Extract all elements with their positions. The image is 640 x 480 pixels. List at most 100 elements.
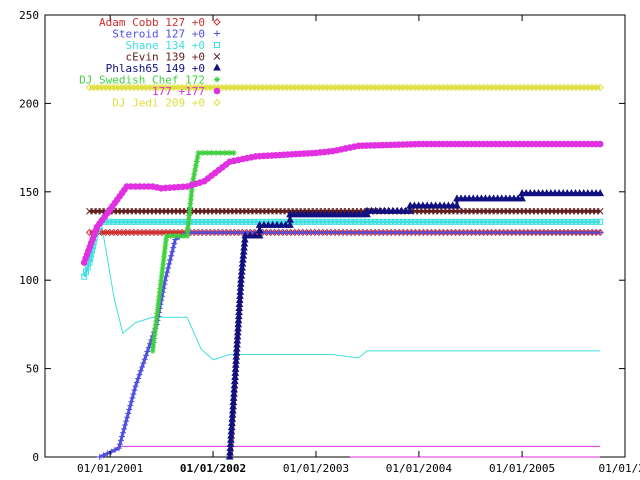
series-4-point bbox=[264, 220, 273, 228]
x-tick-label: 01/01/2003 bbox=[283, 462, 349, 475]
series-5-point bbox=[160, 257, 167, 264]
y-tick-label: 150 bbox=[19, 186, 39, 199]
x-tick-label: 01/01/2002 bbox=[180, 462, 246, 475]
series-5-point bbox=[162, 245, 169, 252]
series-1-point bbox=[144, 348, 151, 355]
series-5-point bbox=[153, 314, 160, 321]
series-2-point bbox=[464, 218, 471, 225]
series-7-point bbox=[596, 83, 604, 92]
x-axis: 01/01/2001 01/01/2002 01/01/2003 01/01/2004… bbox=[77, 15, 640, 475]
series-4-point bbox=[238, 263, 246, 271]
series-5-point bbox=[152, 327, 159, 334]
series-2-point bbox=[303, 218, 310, 225]
series-2-point bbox=[118, 218, 125, 225]
series-4-point bbox=[231, 372, 239, 380]
series-2-point bbox=[460, 218, 467, 225]
series-2-point bbox=[251, 218, 258, 225]
series-5-point bbox=[167, 233, 174, 239]
x-tick-label: 01/01/2004 bbox=[386, 462, 453, 475]
series-2-point bbox=[178, 218, 185, 225]
series-1-point bbox=[165, 265, 172, 272]
series-4-point bbox=[240, 235, 249, 243]
series-1-point bbox=[104, 450, 111, 457]
legend-marker bbox=[214, 30, 220, 37]
series-2-point bbox=[412, 218, 419, 225]
series-1-point bbox=[127, 402, 134, 409]
series-4-point bbox=[227, 431, 235, 439]
legend-label: Shane 134 +0 bbox=[126, 39, 205, 52]
legend-marker bbox=[214, 76, 220, 83]
series-2-point bbox=[166, 218, 173, 225]
series-2-point bbox=[500, 218, 507, 225]
series-2-point bbox=[154, 218, 161, 225]
series-2-point bbox=[569, 218, 576, 225]
series-4-point bbox=[281, 220, 290, 228]
series-2-point bbox=[223, 218, 230, 225]
series-2-point bbox=[367, 218, 374, 225]
series-5-point bbox=[184, 233, 191, 239]
series-4-point bbox=[234, 312, 243, 320]
series-4-point bbox=[229, 393, 238, 401]
series-1-point bbox=[168, 252, 175, 259]
series-1-point bbox=[166, 260, 173, 267]
series-5-point bbox=[185, 216, 192, 223]
series-4-point bbox=[235, 308, 243, 316]
series-5-point bbox=[157, 285, 164, 292]
series-2-point bbox=[456, 218, 463, 225]
series-1-point bbox=[124, 414, 131, 421]
series-4-point bbox=[229, 398, 238, 406]
series-4-point bbox=[234, 320, 243, 328]
series-2-point bbox=[548, 218, 555, 225]
series-4-point bbox=[236, 291, 244, 299]
legend-label: Steroid 127 +0 bbox=[112, 28, 205, 41]
series-2-point bbox=[327, 218, 334, 225]
series-4-point bbox=[239, 247, 248, 255]
series-2-point bbox=[315, 218, 322, 225]
series-4-point bbox=[230, 385, 239, 393]
series-5-point bbox=[154, 306, 161, 313]
series-4-point bbox=[233, 332, 242, 340]
series-5-point bbox=[159, 269, 166, 276]
series-5-point bbox=[184, 224, 191, 231]
series-5-point bbox=[150, 339, 157, 346]
series-4-point bbox=[226, 444, 235, 452]
legend-marker bbox=[213, 98, 221, 107]
series-1-point bbox=[137, 367, 144, 374]
legend-label: 177 +177 bbox=[152, 85, 205, 98]
series-1-point bbox=[133, 379, 140, 386]
series-4-point bbox=[453, 201, 461, 209]
series-2-point bbox=[335, 218, 342, 225]
series-1-point bbox=[112, 446, 119, 453]
series-1-point bbox=[140, 360, 147, 367]
series-5-point bbox=[186, 204, 193, 211]
series-2-point bbox=[528, 218, 535, 225]
series-5-point bbox=[221, 149, 228, 156]
series-2-point bbox=[174, 218, 181, 225]
series-2-point bbox=[146, 218, 153, 225]
series-1-point bbox=[131, 387, 138, 394]
x-tick-label: 01/01/2001 bbox=[77, 462, 143, 475]
series-2-point bbox=[355, 218, 362, 225]
series-5-point bbox=[175, 233, 182, 239]
series-5-point bbox=[161, 253, 168, 260]
series-5-point bbox=[191, 171, 198, 178]
series-5-point bbox=[188, 192, 195, 199]
series-4-point bbox=[277, 220, 286, 228]
series-2-point bbox=[520, 218, 527, 225]
series-5-point bbox=[186, 212, 193, 219]
series-5-point bbox=[149, 347, 156, 354]
series-4-point bbox=[228, 410, 237, 418]
series-4-point bbox=[228, 418, 236, 427]
series-2-point bbox=[516, 218, 523, 225]
series-4-point bbox=[232, 344, 241, 352]
series-1-point bbox=[597, 229, 604, 236]
series-2-point bbox=[371, 218, 378, 225]
series-4-point bbox=[230, 389, 238, 397]
series-1-point bbox=[128, 398, 135, 405]
series-2-point bbox=[122, 218, 129, 225]
series-4-point bbox=[231, 368, 240, 376]
series-4-point bbox=[229, 402, 237, 410]
series-6-point bbox=[596, 140, 604, 148]
